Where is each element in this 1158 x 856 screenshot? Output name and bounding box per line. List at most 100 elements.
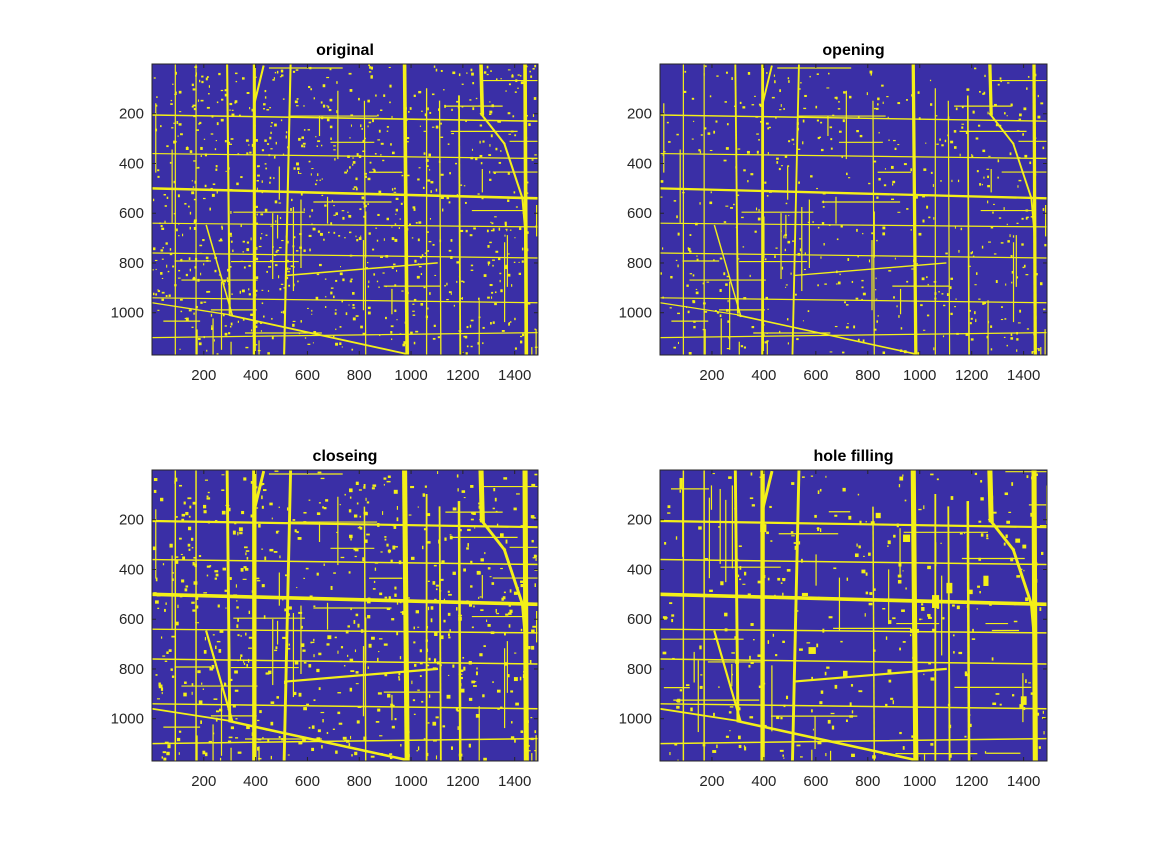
noise-speck xyxy=(1003,542,1006,546)
noise-speck xyxy=(1026,216,1029,219)
noise-speck xyxy=(950,754,952,758)
noise-speck xyxy=(868,552,871,556)
noise-speck xyxy=(489,178,492,181)
noise-speck xyxy=(200,155,202,157)
noise-speck xyxy=(451,132,454,135)
noise-speck xyxy=(690,707,693,712)
noise-speck xyxy=(846,577,849,581)
noise-speck xyxy=(987,175,990,179)
noise-speck xyxy=(211,193,215,197)
noise-speck xyxy=(393,489,398,494)
noise-speck xyxy=(367,203,369,205)
noise-speck xyxy=(379,735,383,737)
noise-speck xyxy=(713,130,716,134)
noise-speck xyxy=(399,218,401,220)
noise-speck xyxy=(359,526,363,530)
noise-speck xyxy=(378,129,381,133)
noise-speck xyxy=(786,318,789,321)
noise-speck xyxy=(514,347,517,350)
x-tick-label: 1400 xyxy=(1007,773,1040,790)
noise-speck xyxy=(172,83,174,85)
noise-speck xyxy=(408,223,412,226)
noise-speck xyxy=(228,736,233,739)
noise-speck xyxy=(341,210,345,212)
noise-speck xyxy=(911,268,914,270)
road-segment xyxy=(283,64,292,355)
noise-speck xyxy=(198,700,203,705)
noise-speck xyxy=(822,192,826,195)
noise-speck xyxy=(863,555,865,557)
noise-speck xyxy=(390,331,393,334)
noise-speck xyxy=(834,514,838,517)
noise-speck xyxy=(292,70,296,73)
noise-speck xyxy=(531,629,535,634)
noise-speck xyxy=(932,628,935,633)
noise-speck xyxy=(191,191,195,195)
noise-speck xyxy=(916,263,918,265)
noise-speck xyxy=(170,668,173,671)
noise-speck xyxy=(193,581,198,585)
noise-speck xyxy=(520,730,524,734)
noise-speck xyxy=(802,320,804,322)
noise-speck xyxy=(435,188,438,192)
noise-speck xyxy=(352,161,356,164)
noise-speck xyxy=(405,119,408,122)
noise-speck xyxy=(391,115,393,119)
noise-speck xyxy=(838,101,840,103)
filled-blob xyxy=(968,589,973,595)
noise-speck xyxy=(316,273,320,276)
noise-speck xyxy=(503,632,506,636)
noise-speck xyxy=(498,161,502,164)
noise-speck xyxy=(369,161,372,164)
noise-speck xyxy=(202,239,205,242)
noise-speck xyxy=(352,317,356,321)
noise-speck xyxy=(414,663,417,667)
noise-speck xyxy=(668,141,671,143)
noise-speck xyxy=(305,567,309,570)
noise-speck xyxy=(332,728,335,730)
noise-speck xyxy=(876,196,879,199)
noise-speck xyxy=(293,167,296,170)
noise-speck xyxy=(677,232,680,236)
noise-speck xyxy=(742,246,745,248)
noise-speck xyxy=(285,131,288,134)
map-background xyxy=(660,64,1047,355)
noise-speck xyxy=(467,543,469,547)
noise-speck xyxy=(506,229,508,232)
noise-speck xyxy=(213,698,218,700)
noise-speck xyxy=(385,316,387,320)
noise-speck xyxy=(1007,240,1010,243)
noise-speck xyxy=(422,186,425,190)
noise-speck xyxy=(480,609,484,612)
noise-speck xyxy=(252,689,256,694)
noise-speck xyxy=(195,622,197,626)
noise-speck xyxy=(737,574,740,578)
noise-speck xyxy=(371,636,375,640)
noise-speck xyxy=(851,753,855,758)
noise-speck xyxy=(528,645,531,650)
noise-speck xyxy=(995,693,1000,695)
noise-speck xyxy=(365,267,369,269)
noise-speck xyxy=(221,474,225,476)
noise-speck xyxy=(725,735,729,738)
noise-speck xyxy=(433,564,437,567)
noise-speck xyxy=(955,298,957,300)
noise-speck xyxy=(494,497,497,502)
noise-speck xyxy=(776,716,780,720)
noise-speck xyxy=(423,152,426,155)
noise-speck xyxy=(428,153,431,157)
noise-speck xyxy=(233,594,238,598)
noise-speck xyxy=(862,339,865,343)
noise-speck xyxy=(162,246,164,249)
noise-speck xyxy=(728,336,731,339)
noise-speck xyxy=(482,694,485,698)
noise-speck xyxy=(525,629,527,634)
map-background xyxy=(152,64,538,355)
noise-speck xyxy=(762,682,766,685)
noise-speck xyxy=(290,265,294,267)
noise-speck xyxy=(986,168,990,170)
noise-speck xyxy=(829,351,833,353)
noise-speck xyxy=(206,259,209,262)
noise-speck xyxy=(1000,242,1004,244)
noise-speck xyxy=(522,674,527,679)
